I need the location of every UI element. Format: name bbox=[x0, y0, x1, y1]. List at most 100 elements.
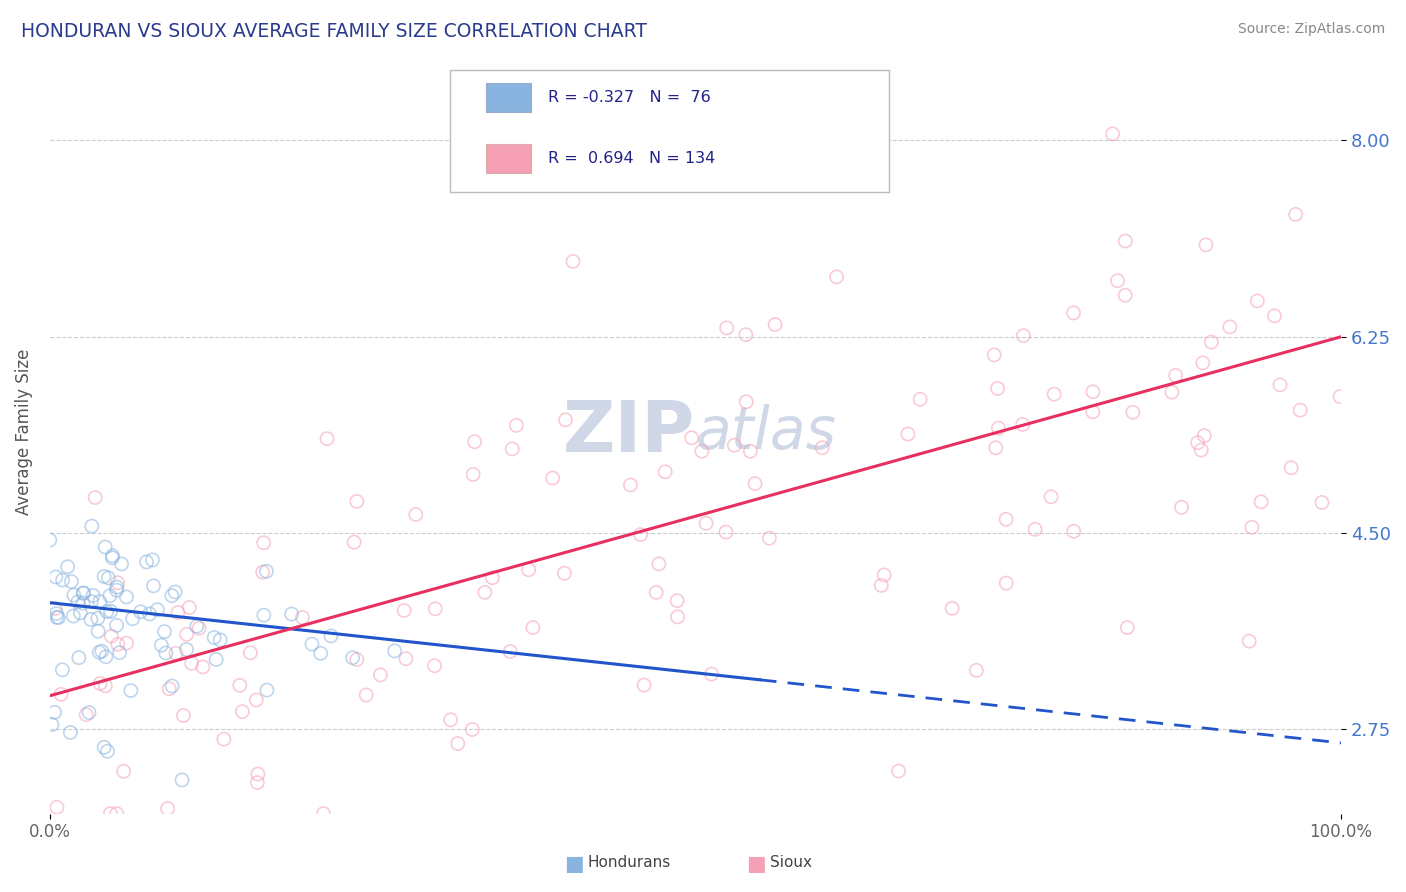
Point bbox=[1101, 127, 1123, 141]
Point bbox=[987, 421, 1010, 435]
Point bbox=[995, 576, 1018, 591]
Point bbox=[447, 737, 470, 751]
Point bbox=[93, 569, 115, 583]
Point bbox=[107, 637, 129, 651]
Point bbox=[115, 590, 138, 604]
Point bbox=[90, 644, 112, 658]
Point bbox=[72, 586, 94, 600]
Point bbox=[105, 580, 128, 594]
Point bbox=[80, 594, 103, 608]
Point bbox=[101, 549, 124, 563]
Point bbox=[112, 764, 135, 779]
Point bbox=[150, 638, 173, 652]
Point bbox=[209, 632, 232, 647]
Point bbox=[499, 644, 522, 658]
Point bbox=[205, 652, 228, 666]
Point bbox=[995, 512, 1018, 526]
Point bbox=[735, 394, 758, 409]
Point bbox=[45, 570, 67, 584]
Point bbox=[188, 621, 211, 635]
Point bbox=[1285, 207, 1308, 221]
Point bbox=[405, 508, 427, 522]
Point bbox=[461, 467, 484, 482]
Point bbox=[165, 646, 187, 660]
Point bbox=[319, 629, 342, 643]
Point bbox=[291, 610, 314, 624]
Point bbox=[734, 327, 756, 342]
Point bbox=[105, 806, 128, 821]
Point bbox=[1043, 387, 1066, 401]
Point bbox=[554, 413, 576, 427]
Point bbox=[1263, 309, 1285, 323]
Point bbox=[45, 610, 67, 624]
Point bbox=[93, 740, 115, 755]
Point bbox=[98, 589, 121, 603]
Point bbox=[440, 713, 463, 727]
Point bbox=[474, 585, 496, 599]
Point bbox=[121, 612, 143, 626]
Point bbox=[94, 540, 117, 554]
Point bbox=[246, 775, 269, 789]
Point bbox=[69, 606, 91, 620]
Point bbox=[1011, 417, 1033, 432]
Point bbox=[170, 772, 193, 787]
Point bbox=[97, 571, 120, 585]
Point bbox=[80, 612, 103, 626]
Point bbox=[1246, 293, 1268, 308]
Point bbox=[1024, 522, 1046, 536]
Point bbox=[62, 609, 84, 624]
Point bbox=[425, 602, 447, 616]
Point bbox=[280, 607, 302, 621]
Point bbox=[1237, 634, 1260, 648]
Point bbox=[179, 600, 201, 615]
Point bbox=[1268, 378, 1291, 392]
Point bbox=[1191, 356, 1213, 370]
Point bbox=[464, 434, 486, 449]
Point bbox=[384, 644, 406, 658]
Point bbox=[115, 636, 138, 650]
Point bbox=[541, 471, 564, 485]
Point bbox=[354, 688, 377, 702]
Point bbox=[633, 678, 655, 692]
Point bbox=[941, 601, 963, 615]
Point bbox=[630, 527, 652, 541]
Point bbox=[740, 444, 762, 458]
Point bbox=[212, 732, 235, 747]
Point bbox=[346, 494, 368, 508]
Point bbox=[1116, 621, 1139, 635]
Text: Sioux: Sioux bbox=[770, 855, 813, 870]
Point bbox=[172, 708, 194, 723]
Text: ■: ■ bbox=[747, 854, 766, 873]
Point bbox=[96, 605, 118, 619]
Point bbox=[252, 565, 274, 579]
Point bbox=[1114, 234, 1136, 248]
Point bbox=[1279, 460, 1302, 475]
Point bbox=[700, 667, 723, 681]
Point bbox=[89, 676, 111, 690]
Point bbox=[202, 631, 225, 645]
Point bbox=[176, 627, 198, 641]
Point bbox=[105, 583, 128, 598]
Point bbox=[758, 531, 780, 545]
Point bbox=[84, 491, 107, 505]
Point bbox=[73, 586, 96, 600]
Point bbox=[108, 646, 131, 660]
Point bbox=[87, 611, 110, 625]
Point bbox=[48, 610, 70, 624]
Text: R = -0.327   N =  76: R = -0.327 N = 76 bbox=[548, 90, 711, 104]
Point bbox=[253, 535, 276, 549]
Point bbox=[141, 553, 163, 567]
Point bbox=[94, 649, 117, 664]
Point bbox=[60, 574, 83, 589]
Point bbox=[1114, 288, 1136, 302]
Text: atlas: atlas bbox=[696, 404, 837, 460]
Point bbox=[908, 392, 931, 407]
Point bbox=[231, 705, 253, 719]
Point bbox=[44, 706, 66, 720]
Point bbox=[342, 650, 364, 665]
Point bbox=[1122, 405, 1144, 419]
Point bbox=[110, 557, 132, 571]
Point bbox=[107, 575, 129, 590]
Point bbox=[654, 465, 676, 479]
Point bbox=[87, 624, 110, 639]
